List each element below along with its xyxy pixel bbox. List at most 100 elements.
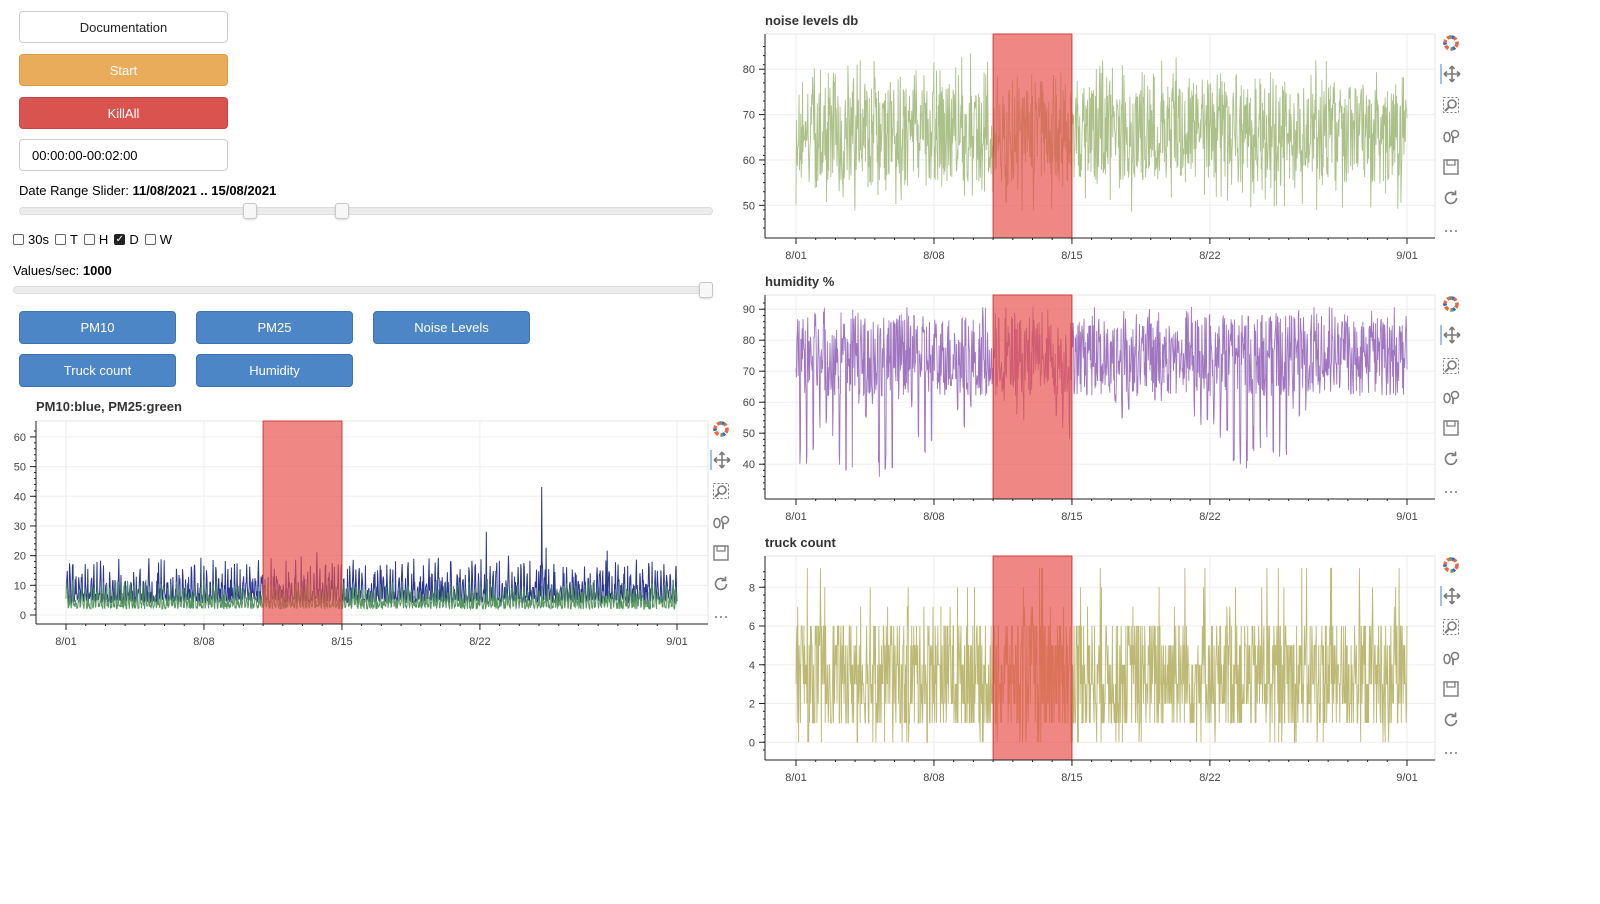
checkbox[interactable]: [144, 234, 156, 245]
y-tick-label: 90: [743, 304, 755, 316]
pan-icon[interactable]: [1440, 325, 1462, 345]
x-tick-label: 8/22: [1199, 511, 1220, 523]
truck-plot-toolbar: [1440, 555, 1462, 772]
y-tick-label: 50: [743, 200, 755, 212]
y-tick-label: 70: [743, 110, 755, 122]
start-button[interactable]: Start: [19, 54, 228, 86]
time-range-input[interactable]: 00:00:00-00:02:00: [19, 139, 228, 171]
y-tick-label: 10: [14, 580, 26, 592]
pan-icon[interactable]: [710, 450, 732, 470]
pan-icon[interactable]: [1440, 586, 1462, 606]
wheel-zoom-icon[interactable]: [1441, 126, 1461, 146]
date-range-slider-start-handle[interactable]: [243, 203, 257, 219]
y-tick-label: 4: [749, 660, 755, 672]
series-line-pm25: [65, 579, 678, 611]
humidity-plot[interactable]: 8/01 8/08 8/15 8/22 9/01 40 50 60 70 80 90: [725, 289, 1440, 529]
pm25-button[interactable]: PM25: [196, 311, 353, 344]
values-per-sec-slider-handle[interactable]: [699, 282, 713, 298]
resample-option-h[interactable]: H: [83, 232, 108, 247]
killall-button[interactable]: KillAll: [19, 97, 228, 129]
humidity-plot-toolbar: [1440, 294, 1462, 511]
x-tick-label: 8/15: [331, 636, 352, 648]
save-icon[interactable]: [1441, 418, 1461, 438]
reset-icon[interactable]: [1441, 449, 1461, 469]
save-icon[interactable]: [711, 543, 731, 563]
x-tick-label: 8/01: [785, 511, 806, 523]
x-tick-label: 8/22: [469, 636, 490, 648]
box-zoom-icon[interactable]: [1441, 617, 1461, 637]
x-tick-label: 8/15: [1061, 250, 1082, 262]
resample-option-30s[interactable]: 30s: [13, 232, 49, 247]
resample-option-t[interactable]: T: [54, 232, 78, 247]
resample-option-d[interactable]: ✓ D: [114, 232, 139, 247]
checkbox[interactable]: [13, 234, 24, 245]
y-tick-label: 40: [743, 459, 755, 471]
noise-plot[interactable]: 8/01 8/08 8/15 8/22 9/01 50 60 70 80: [725, 28, 1440, 268]
more-icon[interactable]: [1441, 480, 1461, 500]
save-icon[interactable]: [1441, 157, 1461, 177]
more-icon[interactable]: [1441, 741, 1461, 761]
x-tick-label: 8/08: [923, 250, 944, 262]
option-label: 30s: [28, 232, 49, 247]
bokeh-logo-icon: [1441, 555, 1461, 575]
y-tick-label: 0: [749, 737, 755, 749]
x-tick-label: 8/08: [923, 772, 944, 784]
wheel-zoom-icon[interactable]: [1441, 648, 1461, 668]
box-zoom-icon[interactable]: [1441, 356, 1461, 376]
truck-plot-title: truck count: [765, 535, 836, 550]
resample-checkbox-group: 30s T H ✓ D W: [13, 232, 178, 247]
highlight-band: [992, 555, 1073, 761]
y-tick-label: 8: [749, 582, 755, 594]
y-tick-label: 2: [749, 699, 755, 711]
option-label: T: [69, 232, 78, 247]
truck-plot[interactable]: 8/01 8/08 8/15 8/22 9/01 0 2 4 6 8: [725, 550, 1440, 790]
x-tick-label: 8/22: [1199, 772, 1220, 784]
x-tick-label: 8/01: [785, 772, 806, 784]
x-tick-label: 9/01: [1396, 772, 1417, 784]
y-tick-label: 20: [14, 551, 26, 563]
pm-plot[interactable]: 8/01 8/08 8/15 8/22 9/01 0 10 20 30 40 50 60: [0, 415, 712, 655]
values-per-sec-slider-track[interactable]: [13, 286, 713, 294]
x-tick-label: 8/08: [923, 511, 944, 523]
y-tick-label: 60: [14, 432, 26, 444]
humidity-button[interactable]: Humidity: [196, 354, 353, 387]
more-icon[interactable]: [1441, 219, 1461, 239]
option-label: W: [159, 232, 172, 247]
wheel-zoom-icon[interactable]: [711, 512, 731, 532]
x-tick-label: 9/01: [666, 636, 687, 648]
x-tick-label: 8/15: [1061, 511, 1082, 523]
series-line-humidity: [795, 306, 1408, 477]
humidity-plot-title: humidity %: [765, 274, 835, 289]
truck-count-button[interactable]: Truck count: [19, 354, 176, 387]
date-range-slider-value: 11/08/2021 .. 15/08/2021: [132, 183, 277, 198]
reset-icon[interactable]: [1441, 710, 1461, 730]
checkbox[interactable]: [54, 234, 66, 245]
box-zoom-icon[interactable]: [711, 481, 731, 501]
reset-icon[interactable]: [1441, 188, 1461, 208]
date-range-slider-track[interactable]: [19, 207, 713, 215]
x-tick-label: 9/01: [1396, 250, 1417, 262]
date-range-slider-title: Date Range Slider:: [19, 183, 133, 198]
wheel-zoom-icon[interactable]: [1441, 387, 1461, 407]
checkbox[interactable]: ✓: [114, 233, 126, 245]
box-zoom-icon[interactable]: [1441, 95, 1461, 115]
checkbox[interactable]: [83, 234, 95, 245]
values-per-sec-title: Values/sec:: [13, 263, 83, 278]
x-tick-label: 8/01: [785, 250, 806, 262]
save-icon[interactable]: [1441, 679, 1461, 699]
y-tick-label: 60: [743, 155, 755, 167]
bokeh-logo-icon: [711, 419, 731, 439]
reset-icon[interactable]: [711, 574, 731, 594]
noise-plot-title: noise levels db: [765, 13, 859, 28]
date-range-slider-end-handle[interactable]: [335, 203, 349, 219]
x-tick-label: 9/01: [1396, 511, 1417, 523]
series-line-pm10: [65, 486, 678, 605]
documentation-button[interactable]: Documentation: [19, 11, 228, 43]
pm-plot-toolbar: [710, 419, 732, 636]
pan-icon[interactable]: [1440, 64, 1462, 84]
highlight-band: [992, 33, 1073, 239]
resample-option-w[interactable]: W: [144, 232, 172, 247]
noise-levels-button[interactable]: Noise Levels: [373, 311, 530, 344]
pm10-button[interactable]: PM10: [19, 311, 176, 344]
more-icon[interactable]: [711, 605, 731, 625]
